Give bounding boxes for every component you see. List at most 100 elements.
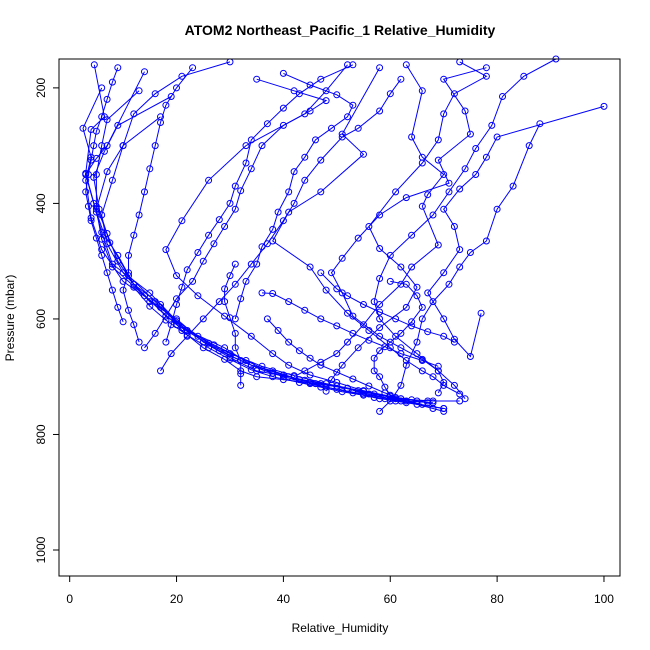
data-point-13-16: [434, 367, 442, 375]
data-point-14-6: [440, 205, 448, 213]
data-point-17-6: [258, 142, 266, 150]
data-point-23-1: [258, 289, 266, 297]
data-point-21-16: [114, 303, 122, 311]
data-point-24-11: [376, 373, 384, 381]
data-point-16-13: [215, 298, 223, 306]
data-point-13-14: [392, 332, 400, 340]
data-point-12-14: [354, 344, 362, 352]
data-point-19-6: [328, 124, 335, 132]
data-point-18-1: [349, 61, 357, 69]
data-point-19-13: [258, 243, 266, 251]
data-point-16-8: [290, 199, 298, 207]
data-point-19-16: [237, 295, 245, 303]
series-line-22: [320, 272, 455, 343]
data-point-9-1: [376, 64, 384, 72]
data-point-25-11: [338, 388, 346, 396]
data-point-16-16: [167, 350, 175, 358]
data-point-26-1: [231, 260, 239, 268]
data-point-19-14: [253, 260, 261, 268]
data-point-9-13: [418, 367, 426, 375]
data-point-7-3: [151, 90, 159, 98]
data-point-7-7: [98, 211, 106, 219]
data-point-26-8: [237, 357, 245, 364]
data-point-12-11: [413, 283, 421, 291]
data-point-21-3: [103, 95, 111, 103]
series-line-23: [261, 292, 439, 367]
data-point-15-7: [456, 263, 464, 271]
data-point-7-9: [119, 269, 127, 277]
data-point-27-4: [295, 347, 303, 355]
data-point-8-5: [205, 176, 213, 184]
y-tick-label: 600: [34, 309, 48, 329]
data-point-14-11: [440, 315, 448, 323]
data-point-16-9: [279, 217, 287, 225]
data-point-14-1: [600, 102, 608, 110]
data-point-13-7: [445, 188, 453, 196]
data-point-21-4: [98, 113, 106, 121]
data-point-13-12: [370, 298, 378, 306]
data-point-18-9: [226, 199, 234, 207]
data-point-5-2: [103, 116, 111, 124]
data-point-14-9: [440, 269, 448, 277]
y-tick-label: 400: [34, 193, 48, 213]
data-point-14-5: [456, 185, 464, 193]
data-point-17-4: [306, 107, 314, 115]
data-point-7-5: [119, 142, 127, 150]
data-point-27-7: [333, 368, 341, 376]
data-point-13-17: [450, 381, 458, 389]
data-point-11-4: [466, 130, 474, 138]
data-point-22-1: [317, 269, 325, 277]
data-point-8-2: [322, 87, 330, 95]
x-tick-label: 80: [490, 592, 504, 606]
data-point-26-5: [226, 314, 234, 322]
data-point-18-16: [167, 321, 175, 329]
data-point-10-2: [418, 87, 426, 95]
data-point-19-2: [306, 81, 314, 89]
data-point-19-9: [290, 168, 298, 176]
data-point-16-4: [354, 124, 362, 132]
data-point-18-3: [295, 90, 303, 98]
data-point-20-1: [189, 64, 197, 72]
data-point-7-17: [354, 387, 362, 395]
data-point-21-6: [90, 142, 98, 150]
data-point-20-11: [125, 269, 132, 277]
data-point-19-5: [344, 113, 351, 121]
data-point-20-6: [146, 165, 154, 173]
data-point-8-13: [285, 361, 293, 369]
data-point-11-13: [349, 312, 357, 320]
series-line-11: [330, 67, 487, 394]
data-point-12-4: [440, 110, 448, 118]
data-point-18-8: [231, 182, 239, 190]
data-point-24-4: [418, 303, 426, 311]
data-point-21-10: [84, 202, 92, 210]
data-point-14-13: [466, 353, 474, 360]
data-point-13-4: [488, 121, 496, 129]
data-point-11-12: [338, 289, 346, 297]
data-point-27-12: [413, 400, 421, 408]
data-point-14-4: [472, 171, 480, 178]
data-point-11-19: [434, 389, 442, 397]
data-point-18-11: [205, 231, 213, 239]
data-point-24-5: [408, 318, 416, 326]
data-point-23-10: [397, 350, 405, 358]
data-point-18-10: [215, 216, 223, 224]
data-point-16-11: [247, 260, 255, 268]
data-point-23-4: [301, 306, 309, 314]
data-point-8-7: [162, 246, 170, 254]
data-point-26-9: [237, 370, 245, 378]
series-line-12: [325, 61, 488, 392]
data-point-19-12: [269, 225, 277, 233]
data-point-14-12: [450, 335, 458, 343]
data-point-25-2: [146, 302, 154, 310]
data-point-23-3: [285, 298, 293, 306]
data-point-7-4: [130, 110, 138, 118]
data-point-20-10: [125, 251, 132, 259]
data-point-18-2: [317, 75, 325, 83]
data-point-19-11: [274, 208, 282, 216]
data-point-13-2: [520, 72, 528, 80]
data-point-8-12: [269, 350, 277, 358]
data-point-15-4: [493, 205, 501, 213]
series-line-18: [165, 64, 354, 343]
data-point-27-13: [429, 405, 437, 412]
